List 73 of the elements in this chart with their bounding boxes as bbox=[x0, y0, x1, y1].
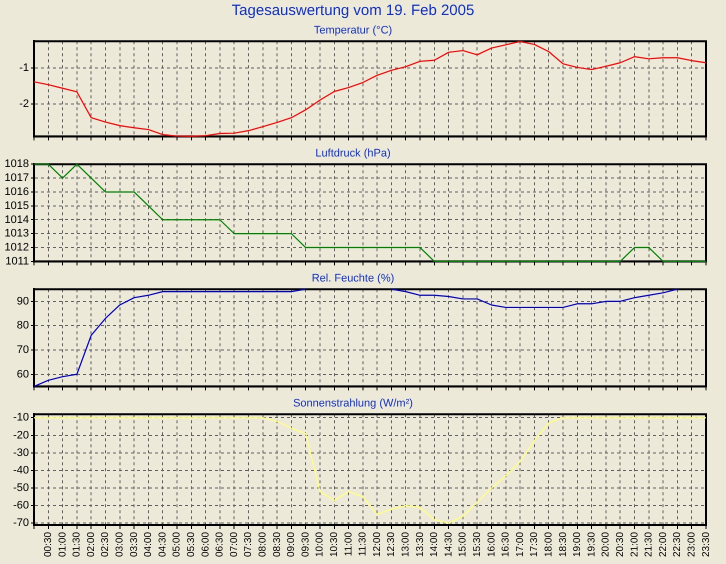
x-tick-label: 18:30 bbox=[558, 532, 569, 558]
x-tick-label: 20:30 bbox=[614, 532, 626, 558]
chart-title: Sonnenstrahlung (W/m²) bbox=[293, 398, 413, 410]
x-tick-label: 22:30 bbox=[672, 532, 684, 558]
y-tick-label: 70 bbox=[16, 344, 29, 356]
x-tick-label: 20:00 bbox=[600, 532, 612, 558]
x-tick-label: 17:30 bbox=[529, 532, 540, 558]
x-tick-label: 23:00 bbox=[686, 532, 698, 558]
x-tick-label: 05:30 bbox=[186, 532, 198, 558]
y-tick-label: 80 bbox=[16, 320, 29, 332]
chart-subtitle: Temperatur (°C) bbox=[314, 24, 392, 37]
y-tick-label: 60 bbox=[16, 368, 29, 380]
y-tick-label: -10 bbox=[13, 412, 29, 424]
x-tick-label: 08:30 bbox=[272, 532, 283, 558]
x-tick-label: 14:30 bbox=[443, 532, 454, 558]
x-tick-label: 17:00 bbox=[514, 532, 526, 558]
x-tick-label: 13:30 bbox=[414, 532, 426, 558]
x-tick-label: 03:30 bbox=[128, 532, 140, 558]
x-tick-label: 16:00 bbox=[486, 532, 498, 558]
y-tick-label: 1016 bbox=[4, 186, 29, 198]
y-tick-label: 90 bbox=[16, 295, 29, 308]
x-tick-label: 11:00 bbox=[343, 532, 354, 556]
x-tick-label: 01:00 bbox=[57, 532, 68, 558]
y-tick-label: 1011 bbox=[5, 255, 29, 268]
x-tick-label: 01:30 bbox=[72, 532, 83, 558]
chart-title: Luftdruck (hPa) bbox=[315, 148, 391, 160]
y-tick-label: 1018 bbox=[4, 158, 29, 170]
x-tick-label: 04:00 bbox=[143, 532, 154, 558]
y-tick-label: -2 bbox=[19, 98, 29, 110]
y-tick-label: -40 bbox=[13, 464, 29, 476]
x-tick-label: 04:30 bbox=[157, 532, 168, 558]
y-tick-label: -60 bbox=[13, 500, 29, 512]
x-tick-label: 19:00 bbox=[572, 532, 584, 558]
x-tick-label: 09:30 bbox=[300, 532, 312, 558]
y-tick-label: 1017 bbox=[4, 172, 29, 184]
y-tick-label: 1013 bbox=[4, 228, 29, 240]
y-tick-label: -1 bbox=[19, 62, 29, 74]
x-tick-label: 07:00 bbox=[228, 532, 240, 558]
x-tick-label: 12:00 bbox=[372, 532, 383, 558]
y-tick-label: 1014 bbox=[4, 214, 29, 226]
y-tick-label: -20 bbox=[13, 429, 29, 442]
x-tick-label: 22:00 bbox=[658, 532, 669, 558]
x-tick-label: 14:00 bbox=[429, 532, 440, 558]
x-tick-label: 00:30 bbox=[43, 532, 54, 558]
x-tick-label: 05:00 bbox=[172, 532, 183, 558]
x-tick-label: 07:30 bbox=[243, 532, 254, 558]
x-tick-label: 06:30 bbox=[214, 532, 226, 558]
y-tick-label: 1015 bbox=[4, 200, 29, 212]
chart-title: Tagesauswertung vom 19. Feb 2005 bbox=[232, 2, 474, 20]
x-tick-label: 18:00 bbox=[543, 532, 554, 558]
x-tick-label: 09:00 bbox=[286, 532, 298, 558]
y-tick-label: -70 bbox=[13, 517, 29, 530]
chart-title: Rel. Feuchte (%) bbox=[312, 272, 394, 285]
x-tick-label: 10:30 bbox=[329, 532, 340, 558]
x-tick-label: 06:00 bbox=[200, 532, 212, 558]
y-tick-label: 1012 bbox=[4, 242, 29, 254]
x-tick-label: 11:30 bbox=[358, 532, 369, 556]
x-tick-label: 13:00 bbox=[400, 532, 412, 558]
x-tick-label: 16:30 bbox=[500, 532, 512, 558]
x-tick-label: 21:30 bbox=[644, 532, 655, 558]
x-tick-label: 15:00 bbox=[458, 532, 469, 558]
x-tick-label: 21:00 bbox=[629, 532, 640, 558]
x-tick-label: 19:30 bbox=[586, 532, 598, 558]
x-tick-label: 08:00 bbox=[258, 532, 269, 558]
x-tick-label: 12:30 bbox=[386, 532, 398, 558]
x-tick-label: 23:30 bbox=[700, 532, 712, 558]
x-tick-label: 03:00 bbox=[114, 532, 126, 558]
y-tick-label: -50 bbox=[13, 482, 29, 494]
y-tick-label: -30 bbox=[13, 446, 29, 459]
x-tick-label: 10:00 bbox=[314, 532, 326, 558]
x-tick-label: 02:00 bbox=[86, 532, 97, 558]
x-tick-label: 02:30 bbox=[100, 532, 112, 558]
x-tick-label: 15:30 bbox=[472, 532, 483, 558]
